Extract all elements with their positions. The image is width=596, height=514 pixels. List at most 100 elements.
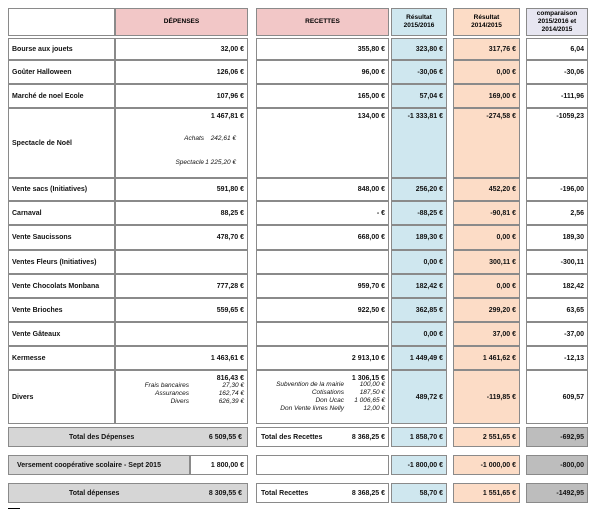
result-2014-2015-cell: -119,85 € — [453, 370, 520, 424]
result-2014-2015: -274,58 € — [486, 113, 516, 120]
result-2015-2016: -1 333,81 € — [407, 113, 443, 120]
total-result-2015-2016: 58,70 € — [419, 489, 443, 497]
result-2015-2016-cell: 362,85 € — [391, 298, 447, 322]
header-label: Résultat 2015/2016 — [403, 14, 435, 29]
total-label-cell: Versement coopérative scolaire - Sept 20… — [8, 455, 190, 475]
result-2015-2016: 1 449,49 € — [409, 354, 443, 362]
expense-detail-label: Frais bancaires — [144, 382, 189, 389]
row-label: Vente sacs (Initiatives) — [12, 186, 88, 193]
expense-detail-amount: 626,39 € — [218, 398, 244, 405]
expenses-cell: 478,70 € — [115, 225, 248, 250]
income-amount: 668,00 € — [357, 234, 385, 241]
result-2014-2015-cell: 0,00 € — [453, 225, 520, 250]
total-result-2014-2015: 1 551,65 € — [482, 489, 516, 497]
income-detail-amount: 1 006,65 € — [354, 397, 385, 404]
row-label-cell: Ventes Fleurs (Initiatives) — [8, 250, 115, 274]
total-comparison: -800,00 — [560, 461, 584, 469]
row-label: Goûter Halloween — [12, 68, 72, 76]
income-cell: 1 306,15 € Subvention de la mairie 100,00 … — [256, 370, 389, 424]
income-cell: 165,00 € — [256, 84, 389, 108]
expenses-cell: 126,06 € — [115, 60, 248, 84]
comparison: 6,04 — [570, 45, 584, 53]
total-label: Total des Dépenses — [69, 433, 135, 441]
expenses-amount: 777,28 € — [216, 282, 244, 290]
result-2015-2016: 489,72 € — [415, 393, 443, 401]
comparison-cell: 63,65 — [526, 298, 588, 322]
result-2015-2016: 0,00 € — [423, 330, 443, 338]
income-amount: 134,00 € — [357, 113, 385, 120]
expense-detail-amount: 242,61 € — [210, 135, 236, 142]
expenses-cell — [115, 250, 248, 274]
total-result-2014-2015: -1 000,00 € — [480, 461, 516, 469]
expenses-amount: 478,70 € — [216, 234, 244, 241]
expenses-amount: 816,43 € — [216, 375, 244, 382]
result-2014-2015: 317,76 € — [488, 45, 516, 53]
total-comparison: -692,95 — [560, 433, 584, 441]
result-2015-2016: 57,04 € — [419, 92, 443, 100]
total-amount: 8 309,55 € — [208, 489, 242, 497]
result-2015-2016: 182,42 € — [415, 282, 443, 290]
comparison-cell: 6,04 — [526, 38, 588, 60]
row-label: Vente Gâteaux — [12, 330, 61, 338]
comparison-cell: 609,57 — [526, 370, 588, 424]
result-2014-2015: 300,11 € — [489, 258, 516, 266]
result-2014-2015: 452,20 € — [488, 186, 516, 193]
comparison: -37,00 — [564, 330, 584, 338]
row-label: Divers — [12, 393, 34, 401]
header-label: comparaison 2015/2016 et 2014/2015 — [536, 10, 578, 33]
comparison: 609,57 — [562, 393, 584, 401]
total-label-cell: Total des Dépenses 6 509,55 € — [8, 427, 248, 447]
header-cell: RECETTES — [256, 8, 389, 36]
result-2014-2015: 1 461,62 € — [482, 354, 516, 362]
result-2014-2015-cell: 1 461,62 € — [453, 346, 520, 370]
row-label: Vente Chocolats Monbana — [12, 282, 100, 290]
expenses-cell: 816,43 € Frais bancaires 27,30 € Assurances… — [115, 370, 248, 424]
income-cell: 355,80 € — [256, 38, 389, 60]
income-cell: 2 913,10 € — [256, 346, 389, 370]
row-label-cell: Carnaval — [8, 201, 115, 225]
header-label: Résultat 2014/2015 — [471, 14, 502, 29]
income-detail-label: Subvention de la mairie — [276, 381, 344, 388]
result-2015-2016-cell: 256,20 € — [391, 178, 447, 201]
total-result-2015-2016-cell: 1 858,70 € — [391, 427, 447, 447]
income-amount: 355,80 € — [357, 45, 385, 53]
total-income-label: Total des Recettes — [261, 433, 323, 441]
result-2015-2016-cell: 323,80 € — [391, 38, 447, 60]
comparison: -196,00 — [560, 186, 584, 193]
expenses-cell: 1 463,61 € — [115, 346, 248, 370]
expenses-amount: 1 463,61 € — [210, 354, 244, 362]
row-label: Ventes Fleurs (Initiatives) — [12, 258, 97, 266]
total-comparison-cell: -1492,95 — [526, 483, 588, 503]
total-amount-cell: 1 800,00 € — [190, 455, 248, 475]
total-amount: 6 509,55 € — [208, 433, 242, 441]
comparison-cell: -1059,23 — [526, 108, 588, 178]
result-2015-2016-cell: 489,72 € — [391, 370, 447, 424]
expense-detail-amount: 162,74 € — [218, 390, 244, 397]
expenses-cell: 88,25 € — [115, 201, 248, 225]
row-label: Marché de noel Ecole — [12, 92, 84, 100]
total-result-2015-2016-cell: -1 800,00 € — [391, 455, 447, 475]
income-amount: 1 306,15 € — [351, 375, 385, 382]
total-result-2014-2015: 2 551,65 € — [482, 433, 516, 441]
header-label: RECETTES — [305, 18, 340, 25]
row-label: Carnaval — [12, 209, 42, 217]
header-cell: Résultat 2015/2016 — [391, 8, 447, 36]
result-2015-2016-cell: 0,00 € — [391, 250, 447, 274]
total-result-2015-2016: -1 800,00 € — [407, 461, 443, 469]
result-2014-2015-cell: 37,00 € — [453, 322, 520, 346]
expense-detail-label: Achats — [184, 135, 204, 142]
comparison: -1059,23 — [556, 113, 584, 120]
expense-detail-label: Divers — [170, 398, 189, 405]
total-comparison-cell: -800,00 — [526, 455, 588, 475]
result-2014-2015: 37,00 € — [492, 330, 516, 338]
result-2014-2015: 169,00 € — [488, 92, 516, 100]
footnote-rule — [8, 508, 20, 509]
total-income-cell: Total Recettes 8 368,25 € — [256, 483, 389, 503]
row-label-cell: Divers — [8, 370, 115, 424]
header-cell: Résultat 2014/2015 — [453, 8, 520, 36]
expense-detail-label: Assurances — [155, 390, 189, 397]
expenses-cell: 559,65 € — [115, 298, 248, 322]
income-cell: 848,00 € — [256, 178, 389, 201]
result-2014-2015: -119,85 € — [486, 393, 516, 401]
